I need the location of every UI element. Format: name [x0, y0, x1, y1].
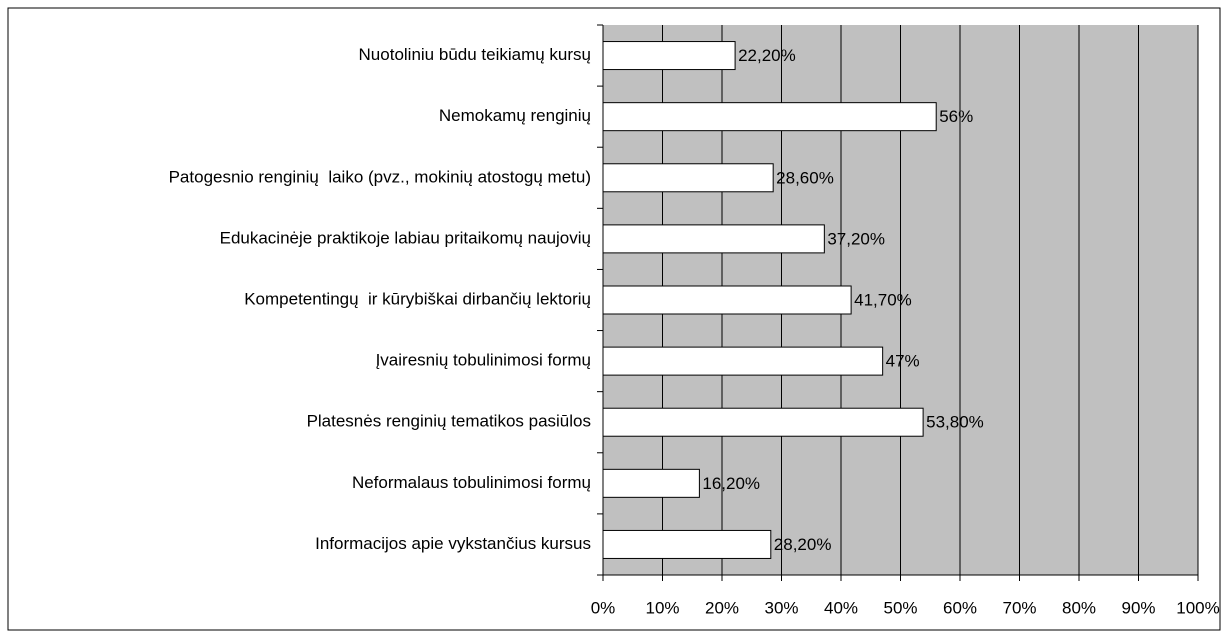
bar [602, 41, 736, 71]
bar [602, 468, 700, 498]
x-tick-label: 10% [645, 598, 679, 617]
value-label: 53,80% [926, 413, 984, 432]
y-tick-label: Nuotoliniu būdu teikiamų kursų [359, 45, 591, 64]
x-tick-label: 50% [883, 598, 917, 617]
value-label: 28,20% [774, 535, 832, 554]
x-tick-label: 60% [943, 598, 977, 617]
y-tick-label: Nemokamų renginių [439, 106, 591, 125]
x-tick-label: 30% [764, 598, 798, 617]
bar [602, 529, 772, 559]
x-tick-label: 90% [1121, 598, 1155, 617]
x-tick-label: 20% [705, 598, 739, 617]
y-tick-label: Platesnės renginių tematikos pasiūlos [307, 412, 591, 431]
value-label: 41,70% [854, 290, 912, 309]
value-label: 47% [886, 352, 920, 371]
value-label: 37,20% [827, 229, 885, 248]
bar [602, 346, 884, 376]
bar [602, 285, 852, 315]
bar [602, 163, 774, 193]
x-tick-label: 80% [1062, 598, 1096, 617]
x-tick-label: 0% [591, 598, 616, 617]
y-tick-label: Kompetentingų ir kūrybiškai dirbančių le… [244, 289, 591, 308]
value-label: 56% [939, 107, 973, 126]
value-label: 22,20% [738, 46, 796, 65]
y-tick-label: Neformalaus tobulinimosi formų [352, 473, 591, 492]
x-tick-label: 40% [824, 598, 858, 617]
y-tick-label: Edukacinėje praktikoje labiau pritaikomų… [220, 228, 591, 247]
value-label: 28,60% [776, 168, 834, 187]
y-tick-label: Informacijos apie vykstančius kursus [315, 534, 591, 553]
bar [602, 407, 924, 437]
value-label: 16,20% [702, 474, 760, 493]
bar [602, 224, 825, 254]
y-tick-label: Patogesnio renginių laiko (pvz., mokinių… [169, 167, 591, 186]
y-tick-label: Įvairesnių tobulinimosi formų [376, 351, 591, 370]
x-tick-label: 100% [1176, 598, 1219, 617]
x-tick-label: 70% [1002, 598, 1036, 617]
bar [602, 102, 937, 132]
